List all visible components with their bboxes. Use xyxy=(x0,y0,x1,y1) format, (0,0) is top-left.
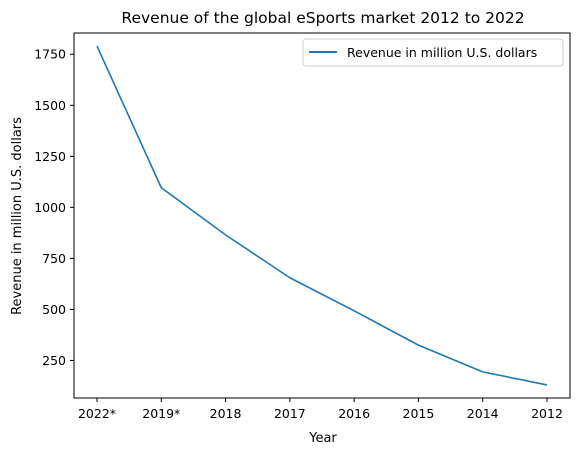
y-axis: 250 500 750 1000 1250 1500 1750 xyxy=(34,47,74,368)
series-layer xyxy=(96,45,548,386)
x-tick-label: 2014 xyxy=(467,406,499,421)
plot-area xyxy=(73,32,571,399)
y-tick-label: 1500 xyxy=(34,98,66,113)
x-tick-label: 2012 xyxy=(531,406,563,421)
plot-frame xyxy=(73,32,571,399)
x-tick-label: 2016 xyxy=(338,406,370,421)
legend-box xyxy=(302,38,564,67)
y-axis-title: Revenue in million U.S. dollars xyxy=(10,117,25,315)
y-tick-label: 1750 xyxy=(34,47,66,62)
y-tick-label: 500 xyxy=(42,302,66,317)
series-line xyxy=(96,45,548,386)
chart-title: Revenue of the global eSports market 201… xyxy=(121,9,524,27)
legend-label: Revenue in million U.S. dollars xyxy=(347,45,537,60)
x-tick-label: 2015 xyxy=(403,406,435,421)
x-axis-title: Year xyxy=(308,431,337,446)
y-tick-label: 250 xyxy=(42,353,66,368)
legend: Revenue in million U.S. dollars xyxy=(302,38,564,67)
y-tick-label: 1000 xyxy=(34,200,66,215)
x-tick-label: 2022* xyxy=(78,406,116,421)
y-tick-label: 750 xyxy=(42,251,66,266)
x-axis: 2022* 2019* 2018 2017 2016 2015 2014 2012 xyxy=(78,398,563,421)
y-tick-label: 1250 xyxy=(34,149,66,164)
x-tick-label: 2017 xyxy=(274,406,306,421)
x-tick-label: 2018 xyxy=(210,406,242,421)
x-tick-label: 2019* xyxy=(142,406,180,421)
